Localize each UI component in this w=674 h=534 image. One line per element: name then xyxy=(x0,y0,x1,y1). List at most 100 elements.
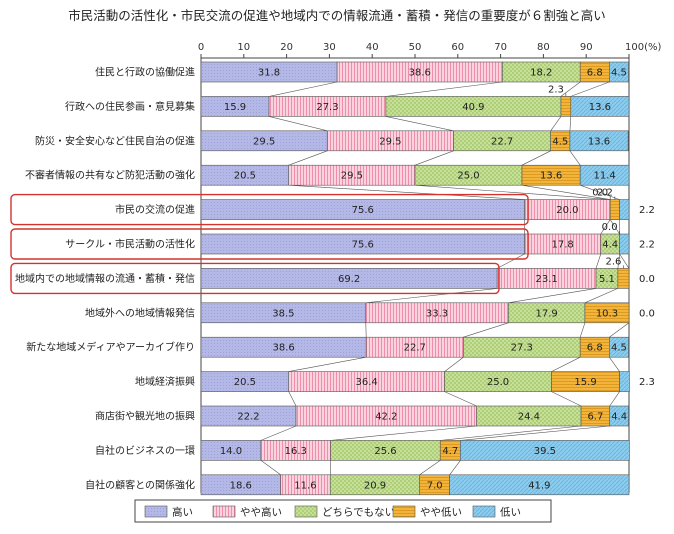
series-connector xyxy=(550,116,562,131)
x-tick-label: 50 xyxy=(409,42,422,53)
legend-label: 高い xyxy=(172,506,193,519)
data-label: 2.3 xyxy=(639,377,655,388)
series-connector xyxy=(609,391,620,407)
legend-label: 低い xyxy=(500,506,521,519)
data-label: 18.6 xyxy=(230,480,252,491)
data-label: 31.8 xyxy=(258,68,280,79)
series-connector xyxy=(584,288,618,304)
bar-segment xyxy=(609,405,629,427)
series-connector xyxy=(579,322,586,338)
data-label: 20.0 xyxy=(556,205,578,216)
bar-segment xyxy=(579,164,630,186)
series-connector xyxy=(617,253,620,269)
bar-segment xyxy=(609,336,629,358)
data-label: 22.7 xyxy=(404,343,426,354)
data-label: 4.4 xyxy=(602,240,618,251)
series-connector xyxy=(600,219,611,235)
series-connector xyxy=(330,425,477,441)
data-label: 11.6 xyxy=(294,480,316,491)
x-tick-label: 30 xyxy=(323,42,336,53)
bar-segment xyxy=(619,199,630,220)
series-connector xyxy=(444,391,477,407)
legend-swatch xyxy=(294,505,318,518)
series-connector xyxy=(385,81,503,97)
highlight-box xyxy=(10,193,529,226)
data-label: 6.8 xyxy=(587,68,603,79)
data-labels: 31.8 38.6 18.2 6.8 4.5 15.9 27.3 40.9 2.3 13.6 29.… xyxy=(220,68,655,492)
legend-label: どちらでもない xyxy=(322,507,395,519)
series-connector xyxy=(268,81,338,97)
series-connector xyxy=(260,460,281,476)
bar-segment xyxy=(609,199,620,220)
series-connector xyxy=(288,150,328,166)
data-label: 2.2 xyxy=(597,188,613,199)
bar-segment xyxy=(569,130,629,152)
x-axis-ticks: 0 10 20 30 40 50 60 70 80 90 100(%) xyxy=(198,42,661,58)
bar-segment xyxy=(560,96,572,117)
data-label: 17.8 xyxy=(552,240,574,251)
data-label: 38.6 xyxy=(272,343,294,354)
series-connector xyxy=(569,150,581,166)
series-connector xyxy=(619,253,630,269)
series-connector xyxy=(449,460,461,475)
legend-swatch xyxy=(212,505,236,518)
data-label: 25.6 xyxy=(374,446,396,457)
data-label: 5.1 xyxy=(599,274,615,285)
x-tick-label: 10 xyxy=(237,42,250,53)
category-label: 防災・安全安心など住民自治の促進 xyxy=(35,134,195,147)
category-label: 市民の交流の促進 xyxy=(115,203,195,216)
category-label: 新たな地域メディアやアーカイブ作り xyxy=(26,341,195,354)
bar-segment xyxy=(449,474,630,496)
series-connector xyxy=(419,460,441,476)
series-connector xyxy=(460,425,610,441)
data-label: 27.3 xyxy=(316,102,338,113)
data-label: 20.5 xyxy=(234,171,256,182)
series-connector xyxy=(560,81,581,97)
bar-segment xyxy=(584,302,630,324)
category-label: サークル・市民活動の活性化 xyxy=(65,238,195,251)
x-tick-label: 60 xyxy=(451,42,464,53)
legend-swatch xyxy=(144,505,168,518)
series-connector xyxy=(570,81,610,97)
x-tick-label: 100(%) xyxy=(625,42,661,53)
series-connector xyxy=(414,184,611,200)
series-connector xyxy=(551,356,581,372)
data-label: 25.0 xyxy=(457,171,479,182)
data-label: 4.5 xyxy=(552,136,568,147)
category-label: 地域経済振興 xyxy=(135,375,195,388)
series-connector xyxy=(440,425,582,441)
data-label: 10.3 xyxy=(596,308,618,319)
legend-swatch xyxy=(392,505,416,518)
data-label: 38.6 xyxy=(409,68,431,79)
data-label: 41.9 xyxy=(528,480,550,491)
data-label: 20.5 xyxy=(234,377,256,388)
series-connector xyxy=(521,150,551,166)
data-label: 6.8 xyxy=(587,343,603,354)
data-label: 0.0 xyxy=(639,308,655,319)
series-connector xyxy=(521,184,611,200)
data-label: 29.5 xyxy=(341,171,363,182)
series-connector xyxy=(365,288,498,304)
bar-segment xyxy=(609,61,629,83)
data-label: 13.6 xyxy=(588,136,610,147)
legend-box xyxy=(134,499,552,523)
bars xyxy=(200,61,630,496)
legend-label: やや高い xyxy=(240,506,282,519)
highlight-box xyxy=(10,228,529,260)
data-label: 25.0 xyxy=(487,377,509,388)
data-label: 17.9 xyxy=(535,308,557,319)
series-connector xyxy=(609,219,620,235)
data-label: 4.7 xyxy=(442,446,458,457)
data-label: 75.6 xyxy=(352,205,374,216)
x-tick-label: 40 xyxy=(366,42,379,53)
data-label: 2.2 xyxy=(639,240,655,251)
series-connector xyxy=(414,150,454,166)
data-label: 15.9 xyxy=(574,377,596,388)
x-tick-label: 0 xyxy=(198,42,204,53)
data-label: 2.2 xyxy=(639,205,655,216)
series-connector xyxy=(288,391,297,407)
data-label: 16.3 xyxy=(285,446,307,457)
series-connectors xyxy=(260,81,630,476)
x-tick-label: 80 xyxy=(537,42,550,53)
